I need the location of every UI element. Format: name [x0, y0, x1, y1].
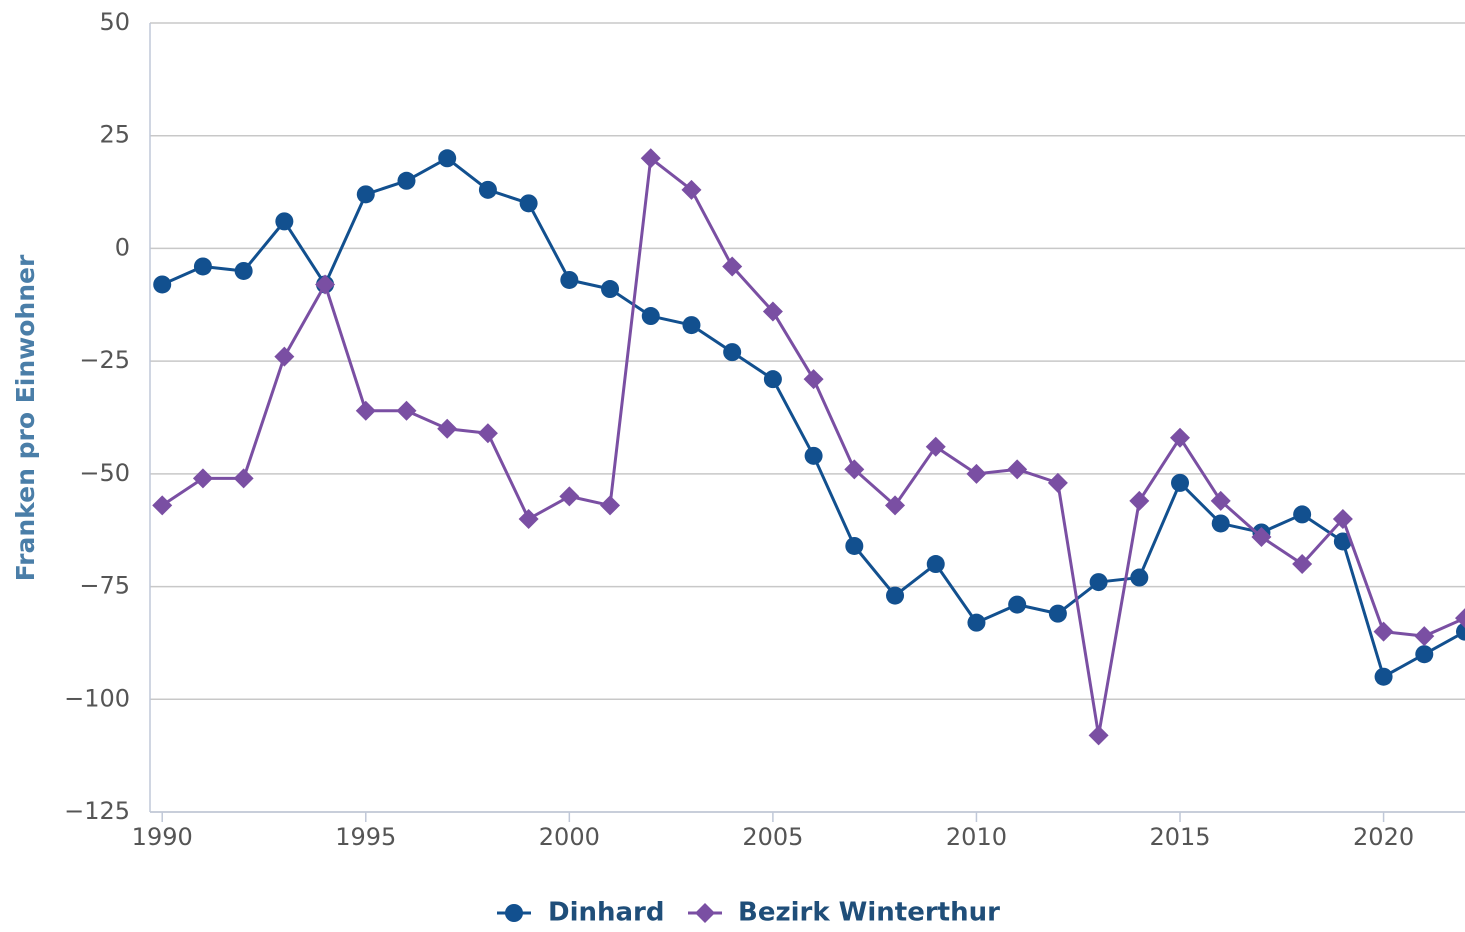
marker: [1210, 490, 1231, 511]
marker: [886, 586, 905, 605]
marker: [152, 495, 173, 516]
y-axis-label: Franken pro Einwohner: [11, 254, 40, 581]
marker: [193, 257, 212, 276]
marker: [1455, 608, 1465, 629]
marker: [601, 280, 620, 299]
marker: [519, 194, 538, 213]
marker: [478, 180, 497, 199]
x-tick-label: 2010: [946, 823, 1007, 851]
x-tick-label: 1995: [335, 823, 396, 851]
legend-label: Dinhard: [548, 898, 665, 928]
marker: [1414, 626, 1435, 647]
marker: [1415, 645, 1434, 664]
marker: [1089, 573, 1108, 592]
marker: [695, 903, 715, 923]
y-tick-label: −25: [79, 346, 130, 374]
marker: [925, 436, 946, 457]
marker: [355, 400, 376, 421]
marker: [804, 446, 823, 465]
marker: [396, 400, 417, 421]
marker: [437, 418, 458, 439]
y-tick-label: 50: [99, 8, 130, 36]
x-tick-label: 2000: [539, 823, 600, 851]
series-line: [161, 156, 1465, 737]
marker: [722, 256, 743, 277]
marker: [844, 459, 865, 480]
marker: [967, 613, 986, 632]
marker: [845, 536, 864, 555]
y-tick-label: 0: [115, 233, 130, 261]
marker: [1129, 490, 1150, 511]
x-tick-label: 2005: [742, 823, 803, 851]
marker: [438, 149, 457, 168]
marker: [1211, 514, 1230, 533]
marker: [192, 468, 213, 489]
marker: [1374, 667, 1393, 686]
marker: [397, 171, 416, 190]
marker: [926, 555, 945, 574]
y-tick-label: −125: [64, 797, 130, 825]
marker: [1008, 595, 1027, 614]
marker: [966, 463, 987, 484]
marker: [1170, 427, 1191, 448]
marker: [1130, 568, 1149, 587]
marker: [1171, 473, 1190, 492]
marker: [762, 301, 783, 322]
marker: [681, 179, 702, 200]
marker: [233, 468, 254, 489]
marker: [885, 495, 906, 516]
legend-label: Bezirk Winterthur: [738, 898, 1000, 928]
y-tick-label: 25: [99, 121, 130, 149]
marker: [315, 274, 336, 295]
x-tick-label: 2015: [1149, 823, 1210, 851]
marker: [1456, 622, 1465, 641]
y-tick-label: −75: [79, 572, 130, 600]
marker: [275, 212, 294, 231]
marker: [1333, 532, 1352, 551]
marker: [274, 346, 295, 367]
marker: [1332, 508, 1353, 529]
marker: [505, 904, 523, 922]
marker: [560, 270, 579, 289]
x-tick-label: 2020: [1353, 823, 1414, 851]
marker: [600, 495, 621, 516]
marker: [803, 369, 824, 390]
marker: [1048, 604, 1067, 623]
marker: [518, 508, 539, 529]
x-tick-label: 1990: [132, 823, 193, 851]
marker: [559, 486, 580, 507]
marker: [1047, 472, 1068, 493]
series-line: [161, 156, 1465, 679]
marker: [640, 148, 661, 169]
marker: [1088, 725, 1109, 746]
marker: [1373, 621, 1394, 642]
marker: [356, 185, 375, 204]
marker: [641, 307, 660, 326]
marker: [1007, 459, 1028, 480]
marker: [1251, 526, 1272, 547]
marker: [1293, 505, 1312, 524]
marker: [723, 343, 742, 362]
marker: [763, 370, 782, 389]
marker: [477, 423, 498, 444]
marker: [682, 316, 701, 335]
marker: [234, 261, 253, 280]
marker: [1292, 554, 1313, 575]
y-tick-label: −100: [64, 684, 130, 712]
y-tick-label: −50: [79, 459, 130, 487]
marker: [153, 275, 172, 294]
